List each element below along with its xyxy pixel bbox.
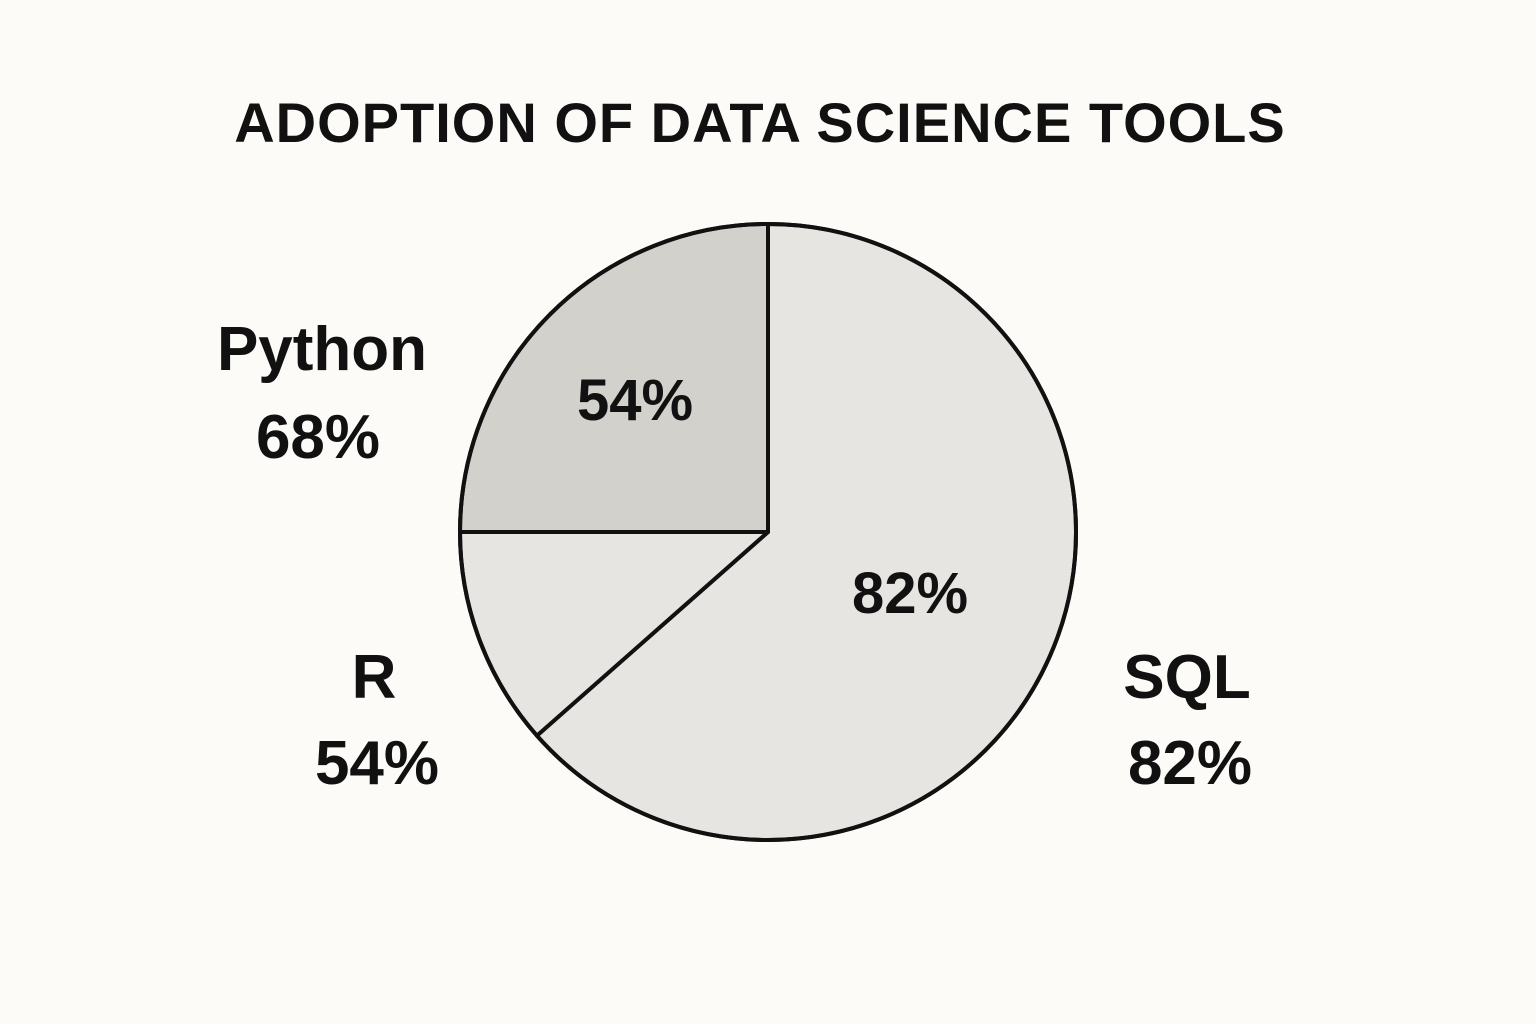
python-value-label: 68% [256, 403, 380, 472]
pie-slices [458, 222, 1078, 842]
chart-title: ADOPTION OF DATA SCIENCE TOOLS [234, 91, 1286, 154]
sql-slice-label: 82% [852, 561, 968, 626]
python-name-label: Python [217, 315, 427, 384]
sql-name-label: SQL [1123, 643, 1250, 712]
sql-value-label: 82% [1128, 729, 1252, 798]
r-name-label: R [352, 643, 397, 712]
pie-outline [458, 222, 1078, 842]
python-slice-label: 54% [577, 368, 693, 433]
r-value-label: 54% [315, 729, 439, 798]
